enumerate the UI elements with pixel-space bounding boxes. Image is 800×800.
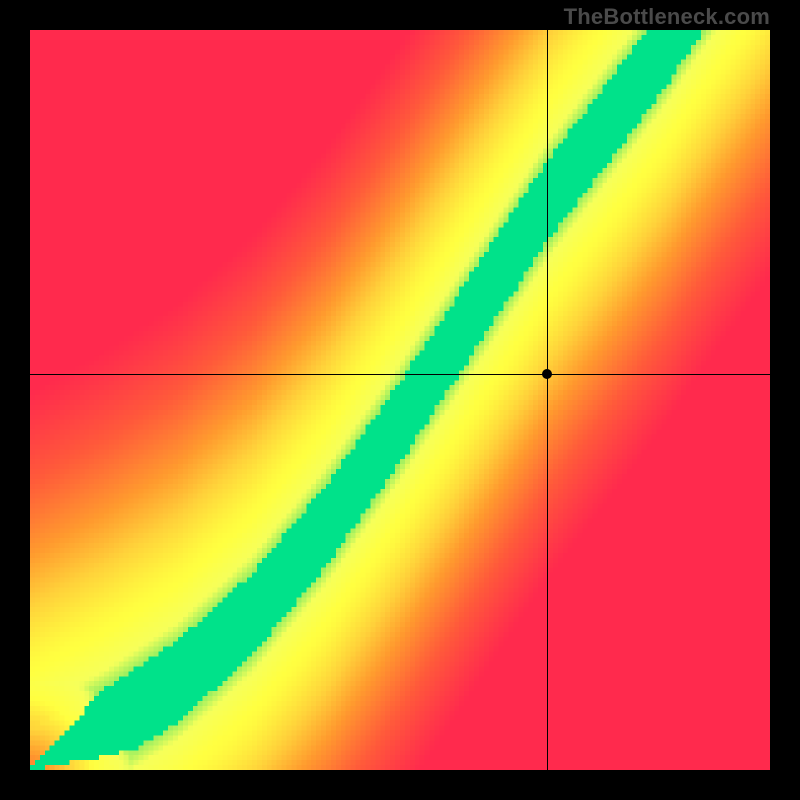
heatmap-canvas: [30, 30, 770, 770]
plot-area: [30, 30, 770, 770]
crosshair-marker: [542, 369, 552, 379]
crosshair-vertical: [547, 30, 548, 770]
chart-container: TheBottleneck.com: [0, 0, 800, 800]
watermark-text: TheBottleneck.com: [564, 4, 770, 30]
crosshair-horizontal: [30, 374, 770, 375]
